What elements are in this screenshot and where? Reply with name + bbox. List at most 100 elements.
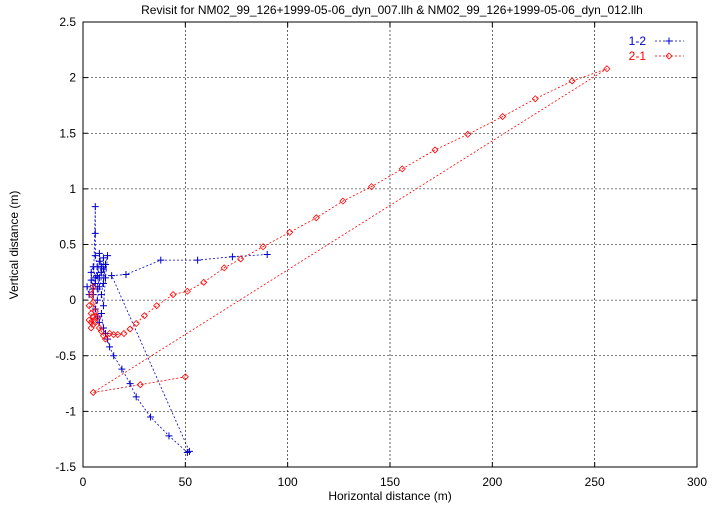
data-point [147,413,155,421]
data-point [220,264,228,272]
series-2 [85,65,611,397]
legend: 1-22-1 [629,34,684,63]
y-tick-label: 1 [69,182,76,196]
data-point [263,251,271,259]
data-point [286,228,294,236]
data-point [97,309,105,317]
data-point [99,254,107,262]
data-point [136,381,144,389]
data-point [91,318,99,326]
x-tick-label: 100 [278,475,298,489]
data-point [89,321,97,329]
data-point [99,265,107,273]
data-point [91,305,99,313]
data-point [228,253,236,261]
y-tick-label: 2.5 [59,15,76,29]
data-point [91,307,99,315]
data-point [91,229,99,237]
data-point [104,252,112,260]
grid [83,22,697,467]
x-tick-label: 300 [687,475,707,489]
x-tick-label: 0 [80,475,87,489]
x-tick-label: 50 [179,475,193,489]
data-point [165,432,173,440]
legend-marker [665,52,673,60]
y-tick-label: 0 [69,293,76,307]
data-point [87,276,95,284]
data-point [108,272,116,280]
data-point [91,203,99,211]
data-point [431,146,439,154]
data-point [194,256,202,264]
legend-label: 2-1 [629,49,647,63]
data-point [91,252,99,260]
data-point [122,271,130,279]
data-point [102,261,110,269]
data-point [120,329,128,338]
data-point [259,243,267,251]
data-point [568,77,576,85]
data-point [132,393,140,401]
data-point [95,249,103,257]
data-point [87,290,95,299]
series-line [86,206,268,453]
x-tick-label: 150 [380,475,400,489]
data-point [106,329,114,338]
chart-title: Revisit for NM02_99_126+1999-05-06_dyn_0… [141,3,643,17]
x-axis-label: Horizontal distance (m) [328,489,451,503]
data-point [99,332,108,340]
data-point [114,331,122,339]
data-point [237,255,245,263]
data-point [95,257,103,265]
axis-ticks: 0 50 100 150 200 250 300 -1.5 -1 -0.5 0 0.5 1 1.5 2 2.5 [55,15,707,489]
y-tick-label: 2 [69,71,76,85]
data-point [140,312,148,320]
data-point [85,302,93,310]
data-point [126,380,134,388]
data-point [110,352,118,360]
data-point [99,302,107,310]
data-point [83,283,91,291]
data-point [87,268,95,276]
data-point [89,283,97,291]
data-point [157,256,165,264]
data-point [93,313,101,321]
data-point [126,325,134,333]
data-point [102,274,110,282]
data-point [398,165,406,173]
series-layer [83,65,611,457]
data-point [93,296,101,304]
data-point [169,290,177,299]
data-point [85,316,93,324]
data-point [95,274,103,282]
data-point [89,388,97,397]
data-point [118,365,126,373]
data-point [499,112,507,121]
data-point [464,130,472,138]
y-tick-label: 1.5 [59,126,76,140]
data-point [183,287,191,295]
series-1 [83,203,271,457]
x-tick-label: 250 [585,475,605,489]
data-point [101,335,110,343]
data-point [531,95,539,103]
y-tick-label: -0.5 [55,349,76,363]
data-point [99,279,107,287]
y-tick-label: -1 [65,404,76,418]
data-point [185,447,193,455]
legend-marker [665,37,673,45]
data-point [153,302,161,310]
data-point [97,291,105,299]
data-point [89,298,97,306]
series-line [88,68,608,393]
data-point [603,65,611,73]
data-point [339,197,347,205]
data-point [312,214,320,222]
data-point [181,373,189,381]
y-axis-label: Vertical distance (m) [7,191,21,300]
legend-label: 1-2 [629,34,647,48]
data-point [87,324,95,332]
x-tick-label: 200 [482,475,502,489]
data-point [95,283,103,291]
